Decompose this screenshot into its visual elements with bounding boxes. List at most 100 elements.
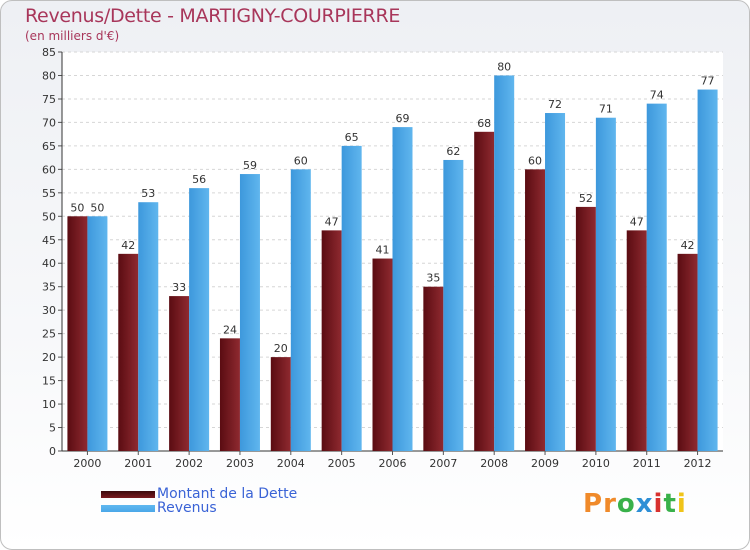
bar-revenus (595, 117, 616, 451)
bar-revenus (239, 174, 260, 451)
data-label-dette: 42 (121, 239, 135, 252)
y-tick-label: 5 (49, 422, 56, 435)
data-label-dette: 60 (528, 154, 542, 167)
y-tick-label: 0 (49, 445, 56, 458)
bar-dette (423, 286, 444, 451)
y-tick-label: 70 (42, 116, 56, 129)
x-tick-label: 2008 (480, 457, 508, 470)
y-tick-label: 45 (42, 234, 56, 247)
bar-revenus (341, 145, 362, 451)
data-label-revenus: 56 (192, 173, 206, 186)
y-tick-label: 85 (42, 46, 56, 59)
y-tick-label: 35 (42, 281, 56, 294)
y-tick-label: 60 (42, 163, 56, 176)
data-label-revenus: 72 (548, 98, 562, 111)
bar-dette (474, 131, 495, 452)
data-label-dette: 47 (630, 215, 644, 228)
legend-swatch-dette (101, 490, 155, 498)
data-label-dette: 52 (579, 192, 593, 205)
y-tick-label: 50 (42, 210, 56, 223)
legend-item-revenus: Revenus (101, 500, 297, 516)
logo-letter: i (653, 489, 664, 519)
bar-dette (321, 230, 342, 451)
data-label-dette: 41 (376, 244, 390, 257)
bar-dette (677, 253, 698, 451)
x-tick-label: 2001 (124, 457, 152, 470)
logo-letter: o (616, 489, 636, 519)
logo-letter: P (583, 489, 604, 519)
y-tick-label: 55 (42, 187, 56, 200)
x-tick-label: 2005 (328, 457, 356, 470)
y-tick-label: 40 (42, 257, 56, 270)
bar-dette (575, 206, 596, 451)
legend-label-dette: Montant de la Dette (157, 486, 298, 502)
bar-dette (169, 296, 190, 451)
y-tick-label: 15 (42, 375, 56, 388)
y-tick-label: 20 (42, 351, 56, 364)
legend-swatch-revenus (101, 504, 155, 512)
x-tick-label: 2012 (684, 457, 712, 470)
data-label-revenus: 69 (396, 112, 410, 125)
y-tick-label: 65 (42, 140, 56, 153)
logo-letter: i (676, 489, 687, 519)
x-tick-label: 2006 (379, 457, 407, 470)
x-tick-label: 2000 (73, 457, 101, 470)
bar-revenus (545, 113, 566, 451)
y-tick-label: 25 (42, 328, 56, 341)
bar-dette (372, 258, 393, 451)
data-label-dette: 20 (274, 342, 288, 355)
logo-letter: t (663, 489, 677, 519)
legend: Montant de la Dette Revenus (101, 486, 298, 516)
x-tick-label: 2011 (633, 457, 661, 470)
data-label-dette: 47 (325, 215, 339, 228)
logo-letter: r (603, 489, 617, 519)
bar-revenus (697, 89, 718, 451)
y-tick-label: 30 (42, 304, 56, 317)
x-tick-label: 2003 (226, 457, 254, 470)
legend-label-revenus: Revenus (157, 500, 217, 516)
bar-dette (219, 338, 240, 451)
bar-dette (270, 357, 291, 451)
logo-letter: x (635, 489, 654, 519)
bar-dette (67, 216, 88, 451)
data-label-revenus: 50 (90, 201, 104, 214)
data-label-dette: 50 (70, 201, 84, 214)
bar-revenus (392, 127, 413, 451)
data-label-revenus: 77 (701, 75, 715, 88)
data-label-dette: 68 (477, 117, 491, 130)
legend-item-dette: Montant de la Dette (101, 486, 298, 502)
data-label-revenus: 53 (141, 187, 155, 200)
chart-title: Revenus/Dette - MARTIGNY-COURPIERRE (25, 5, 401, 27)
x-tick-label: 2009 (531, 457, 559, 470)
data-label-revenus: 74 (650, 89, 664, 102)
bar-revenus (443, 159, 464, 451)
y-tick-label: 10 (42, 398, 56, 411)
y-tick-label: 80 (42, 69, 56, 82)
proxiti-logo: Proxiti (583, 489, 687, 519)
data-label-revenus: 60 (294, 154, 308, 167)
x-tick-label: 2010 (582, 457, 610, 470)
bar-revenus (494, 75, 515, 452)
x-tick-label: 2007 (429, 457, 457, 470)
data-label-revenus: 59 (243, 159, 257, 172)
bar-revenus (87, 216, 108, 451)
data-label-revenus: 65 (345, 131, 359, 144)
bar-dette (118, 253, 139, 451)
data-label-revenus: 80 (497, 60, 511, 73)
data-label-dette: 42 (681, 239, 695, 252)
data-label-revenus: 62 (446, 145, 460, 158)
data-label-dette: 33 (172, 281, 186, 294)
chart-subtitle: (en milliers d'€) (25, 29, 120, 43)
bar-revenus (189, 188, 210, 452)
data-label-dette: 35 (426, 272, 440, 285)
data-label-revenus: 71 (599, 103, 613, 116)
bar-revenus (646, 103, 667, 452)
bar-revenus (138, 202, 159, 451)
data-label-dette: 24 (223, 323, 237, 336)
y-tick-label: 75 (42, 93, 56, 106)
x-tick-label: 2002 (175, 457, 203, 470)
bar-dette (525, 169, 546, 451)
x-tick-label: 2004 (277, 457, 305, 470)
